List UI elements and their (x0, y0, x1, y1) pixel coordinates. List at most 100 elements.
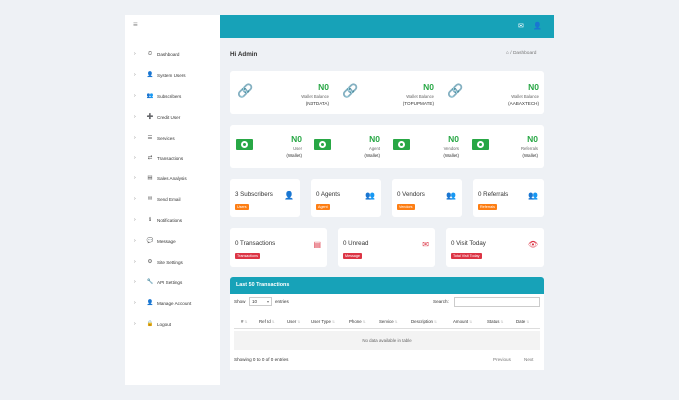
user-icon: 👤 (284, 191, 294, 200)
chevron-right-icon: › (134, 114, 136, 120)
sidebar: ≡ › ⏲ Dashboard › 👤 System Users › 👥 Subscribers… (125, 15, 220, 385)
chevron-right-icon: › (134, 321, 136, 327)
transactions-stat-card[interactable]: 0 Transactions Transactions ▤ (230, 228, 327, 267)
gear-icon: ⚙ (147, 259, 153, 265)
home-icon[interactable]: ⌂ (506, 51, 509, 56)
column-header[interactable]: User⇅ (287, 319, 301, 324)
chevron-right-icon: › (134, 196, 136, 202)
hamburger-icon[interactable]: ≡ (133, 20, 138, 29)
table-header-divider (234, 328, 540, 329)
wallet-balances-card: 🔗 N0 Wallet Balance (N3TDATA) 🔗 N0 Walle… (230, 71, 544, 114)
stat-badge: Transactions (235, 253, 260, 259)
chevron-right-icon: › (134, 217, 136, 223)
sidebar-item-subscribers[interactable]: › 👥 Subscribers (125, 89, 220, 103)
sidebar-item-label: Site Settings (157, 259, 183, 265)
sort-icon: ⇅ (244, 320, 248, 324)
transactions-title: Last 50 Transactions (236, 282, 290, 288)
sidebar-item-manage-account[interactable]: › 👤 Manage Account (125, 296, 220, 310)
user-plus-icon: ➕ (146, 114, 154, 120)
referrals-stat-card[interactable]: 0 Referrals Referrals 👥 (473, 179, 544, 217)
sidebar-item-send-email[interactable]: › ✉ Send Email (125, 192, 220, 206)
receipt-icon: ▤ (313, 240, 321, 249)
money-icon (314, 139, 331, 150)
breadcrumb-current[interactable]: Dashboard (512, 51, 537, 56)
wallet-item: 🔗 N0 Wallet Balance (N3TDATA) (237, 82, 329, 106)
sidebar-item-label: Send Email (157, 196, 181, 202)
sidebar-item-credit-user[interactable]: › ➕ Credit User (125, 110, 220, 124)
user-icon[interactable]: 👤 (533, 23, 542, 30)
link-icon: 🔗 (342, 83, 359, 98)
transactions-table-card: Show 10 ▾ entries Search: #⇅ Ref Id⇅ User⇅… (230, 294, 544, 370)
stat-badge: Users (235, 204, 249, 210)
agents-stat-card[interactable]: 0 Agents Agent 👥 (311, 179, 381, 217)
sidebar-item-label: Message (157, 238, 176, 244)
column-header[interactable]: Service⇅ (379, 319, 398, 324)
sort-icon: ⇅ (297, 320, 301, 324)
sort-icon: ⇅ (331, 320, 335, 324)
table-info: Showing 0 to 0 of 0 entries (234, 357, 289, 362)
envelope-icon[interactable]: ✉ (518, 23, 524, 30)
sidebar-item-services[interactable]: › ☰ Services (125, 131, 220, 145)
link-icon: 🔗 (447, 83, 464, 98)
column-header[interactable]: Description⇅ (411, 319, 437, 324)
stat-badge: Total Visit Today (451, 253, 482, 259)
chevron-right-icon: › (134, 51, 136, 57)
money-icon (472, 139, 489, 150)
subscribers-stat-card[interactable]: 3 Subscribers Users 👤 (230, 179, 300, 217)
sidebar-item-dashboard[interactable]: › ⏲ Dashboard (125, 47, 220, 61)
visits-stat-card[interactable]: 0 Visit Today Total Visit Today 👁 (446, 228, 544, 267)
column-header[interactable]: Amount⇅ (453, 319, 473, 324)
user-icon: 👤 (146, 72, 154, 78)
users-icon: 👥 (365, 191, 375, 200)
column-header[interactable]: #⇅ (241, 319, 248, 324)
sort-icon: ⇅ (394, 320, 398, 324)
sidebar-item-system-users[interactable]: › 👤 System Users (125, 68, 220, 82)
next-button[interactable]: Next (524, 357, 534, 362)
previous-button[interactable]: Previous (493, 357, 511, 362)
stat-badge: Vendors (397, 204, 415, 210)
envelope-icon: ✉ (147, 196, 153, 202)
unread-stat-card[interactable]: 0 Unread Message ✉ (338, 228, 435, 267)
wrench-icon: 🔧 (146, 279, 154, 285)
sidebar-item-notifications[interactable]: › ℹ Notifications (125, 213, 220, 227)
sidebar-item-label: Sales Analysis (157, 175, 187, 181)
money-icon (393, 139, 410, 150)
chevron-right-icon: › (134, 238, 136, 244)
users-icon: 👥 (446, 191, 456, 200)
money-icon (236, 139, 253, 150)
sidebar-item-message[interactable]: › 💬 Message (125, 234, 220, 248)
column-header[interactable]: Phone⇅ (349, 319, 366, 324)
column-header[interactable]: Status⇅ (487, 319, 504, 324)
search-input[interactable] (454, 297, 540, 307)
sidebar-item-label: Subscribers (157, 93, 182, 99)
chevron-right-icon: › (134, 93, 136, 99)
column-header[interactable]: Ref Id⇅ (259, 319, 275, 324)
column-header[interactable]: User Type⇅ (311, 319, 335, 324)
sidebar-item-label: Services (157, 135, 175, 141)
tachometer-icon: ⏲ (147, 50, 153, 57)
sidebar-item-transactions[interactable]: › ⇄ Transactions (125, 151, 220, 165)
comments-icon: 💬 (146, 238, 154, 244)
users-icon: 👥 (528, 191, 538, 200)
page-title: Hi Admin (230, 51, 258, 58)
sidebar-item-label: Manage Account (157, 300, 192, 306)
chevron-right-icon: › (134, 300, 136, 306)
chevron-right-icon: › (134, 279, 136, 285)
column-header[interactable]: Date⇅ (516, 319, 530, 324)
eye-icon: 👁 (527, 240, 538, 249)
chart-icon: ▤ (147, 175, 153, 181)
list-icon: ☰ (147, 135, 153, 141)
sidebar-item-label: Logout (157, 321, 172, 327)
chevron-right-icon: › (134, 175, 136, 181)
page-size-select[interactable]: 10 ▾ (249, 297, 272, 306)
user-cog-icon: 👤 (146, 300, 154, 306)
sidebar-item-logout[interactable]: › 🔒 Logout (125, 317, 220, 331)
stat-badge: Referrals (478, 204, 497, 210)
sidebar-item-site-settings[interactable]: › ⚙ Site Settings (125, 255, 220, 269)
vendors-stat-card[interactable]: 0 Vendors Vendors 👥 (392, 179, 462, 217)
sidebar-item-api-settings[interactable]: › 🔧 API Settings (125, 275, 220, 289)
wallet-item: 🔗 N0 Wallet Balance (AABAXTECH) (447, 82, 539, 106)
chevron-right-icon: › (134, 155, 136, 161)
sidebar-item-sales-analysis[interactable]: › ▤ Sales Analysis (125, 171, 220, 185)
sidebar-item-label: Notifications (157, 217, 183, 223)
